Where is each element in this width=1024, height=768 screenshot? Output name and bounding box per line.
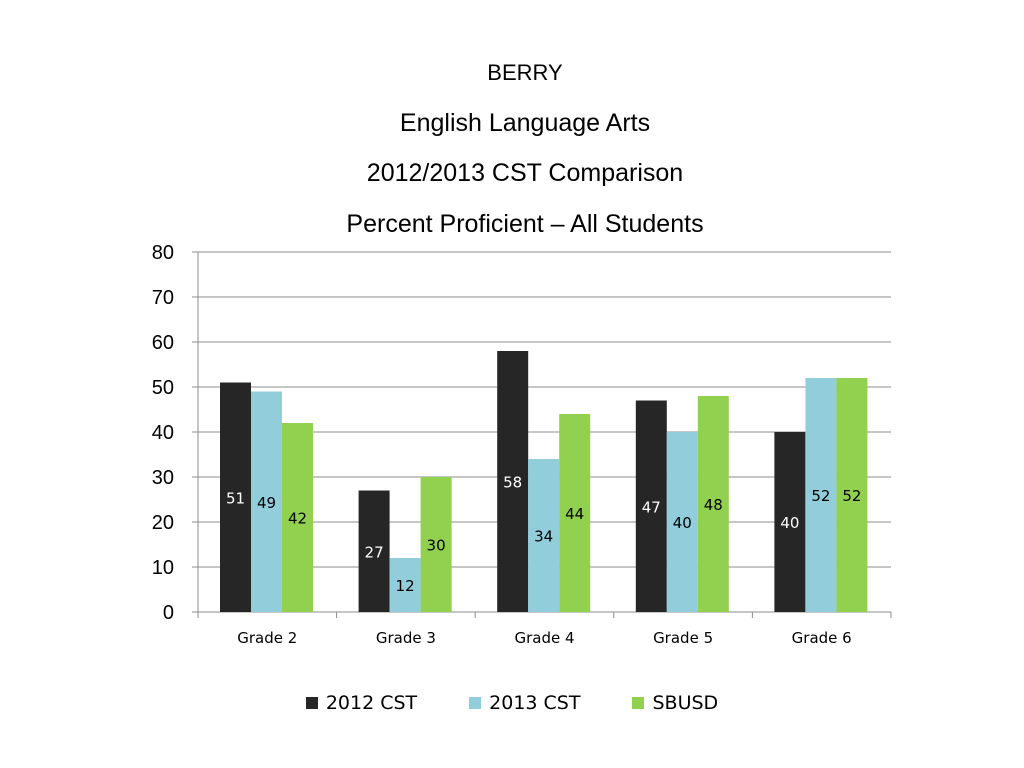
bar	[358, 490, 390, 612]
y-tick-label: 50	[152, 377, 174, 399]
bar	[836, 378, 868, 612]
data-label: 12	[396, 577, 415, 595]
data-label: 27	[365, 543, 384, 561]
y-tick-label: 0	[163, 602, 174, 624]
y-tick-label: 70	[152, 287, 174, 309]
legend-swatch-sbusd	[632, 697, 645, 709]
y-tick-label: 60	[152, 332, 174, 354]
bar	[774, 432, 806, 612]
x-tick-label: Grade 6	[792, 629, 852, 647]
bar	[666, 432, 698, 612]
legend-swatch-2012-cst	[305, 697, 318, 709]
bar	[635, 400, 667, 612]
x-tick-label: Grade 2	[237, 629, 297, 647]
data-label: 58	[503, 474, 522, 492]
data-label: 40	[673, 514, 692, 532]
data-label: 52	[811, 487, 830, 505]
bar	[251, 391, 282, 612]
legend-label-2012-cst: 2012 CST	[325, 692, 418, 714]
bar	[420, 477, 452, 612]
y-tick-label: 20	[152, 512, 174, 534]
legend-swatch-2013-cst	[469, 697, 482, 709]
y-tick-label: 80	[152, 242, 174, 264]
legend-item-sbusd: SBUSD	[632, 692, 718, 714]
legend-item-2013-cst: 2013 CST	[469, 692, 580, 714]
bar	[389, 558, 421, 612]
chart-subtitle-line-1: English Language Arts	[399, 109, 651, 137]
chart-legend: 2012 CST 2013 CST SBUSD	[0, 692, 1024, 714]
data-label: 44	[565, 505, 584, 523]
bar	[528, 459, 560, 612]
x-tick-label: Grade 4	[514, 629, 574, 647]
data-label: 30	[427, 537, 446, 555]
data-label: 47	[642, 498, 661, 516]
data-label: 34	[534, 528, 553, 546]
y-tick-label: 30	[152, 467, 174, 489]
y-tick-label: 10	[152, 557, 174, 579]
legend-label-2013-cst: 2013 CST	[489, 692, 581, 714]
data-label: 51	[226, 489, 245, 507]
bar	[220, 382, 251, 612]
bar	[805, 378, 837, 612]
data-label: 52	[842, 487, 861, 505]
legend-item-2012-cst: 2012 CST	[305, 692, 418, 714]
bar	[697, 396, 729, 612]
data-label: 40	[780, 514, 799, 532]
bar	[497, 351, 529, 612]
legend-label-sbusd: SBUSD	[652, 692, 719, 714]
bar	[559, 414, 591, 612]
data-label: 42	[288, 510, 307, 528]
bar	[282, 423, 313, 612]
data-label: 49	[257, 494, 276, 512]
y-tick-label: 40	[152, 422, 174, 444]
chart-subtitle-line-2: 2012/2013 CST Comparison	[366, 159, 684, 187]
data-label: 48	[704, 496, 723, 514]
chart-title: BERRY	[487, 60, 563, 85]
chart-subtitle-line-3: Percent Proficient – All Students	[346, 210, 704, 238]
x-tick-label: Grade 3	[376, 629, 436, 647]
x-tick-label: Grade 5	[653, 629, 713, 647]
